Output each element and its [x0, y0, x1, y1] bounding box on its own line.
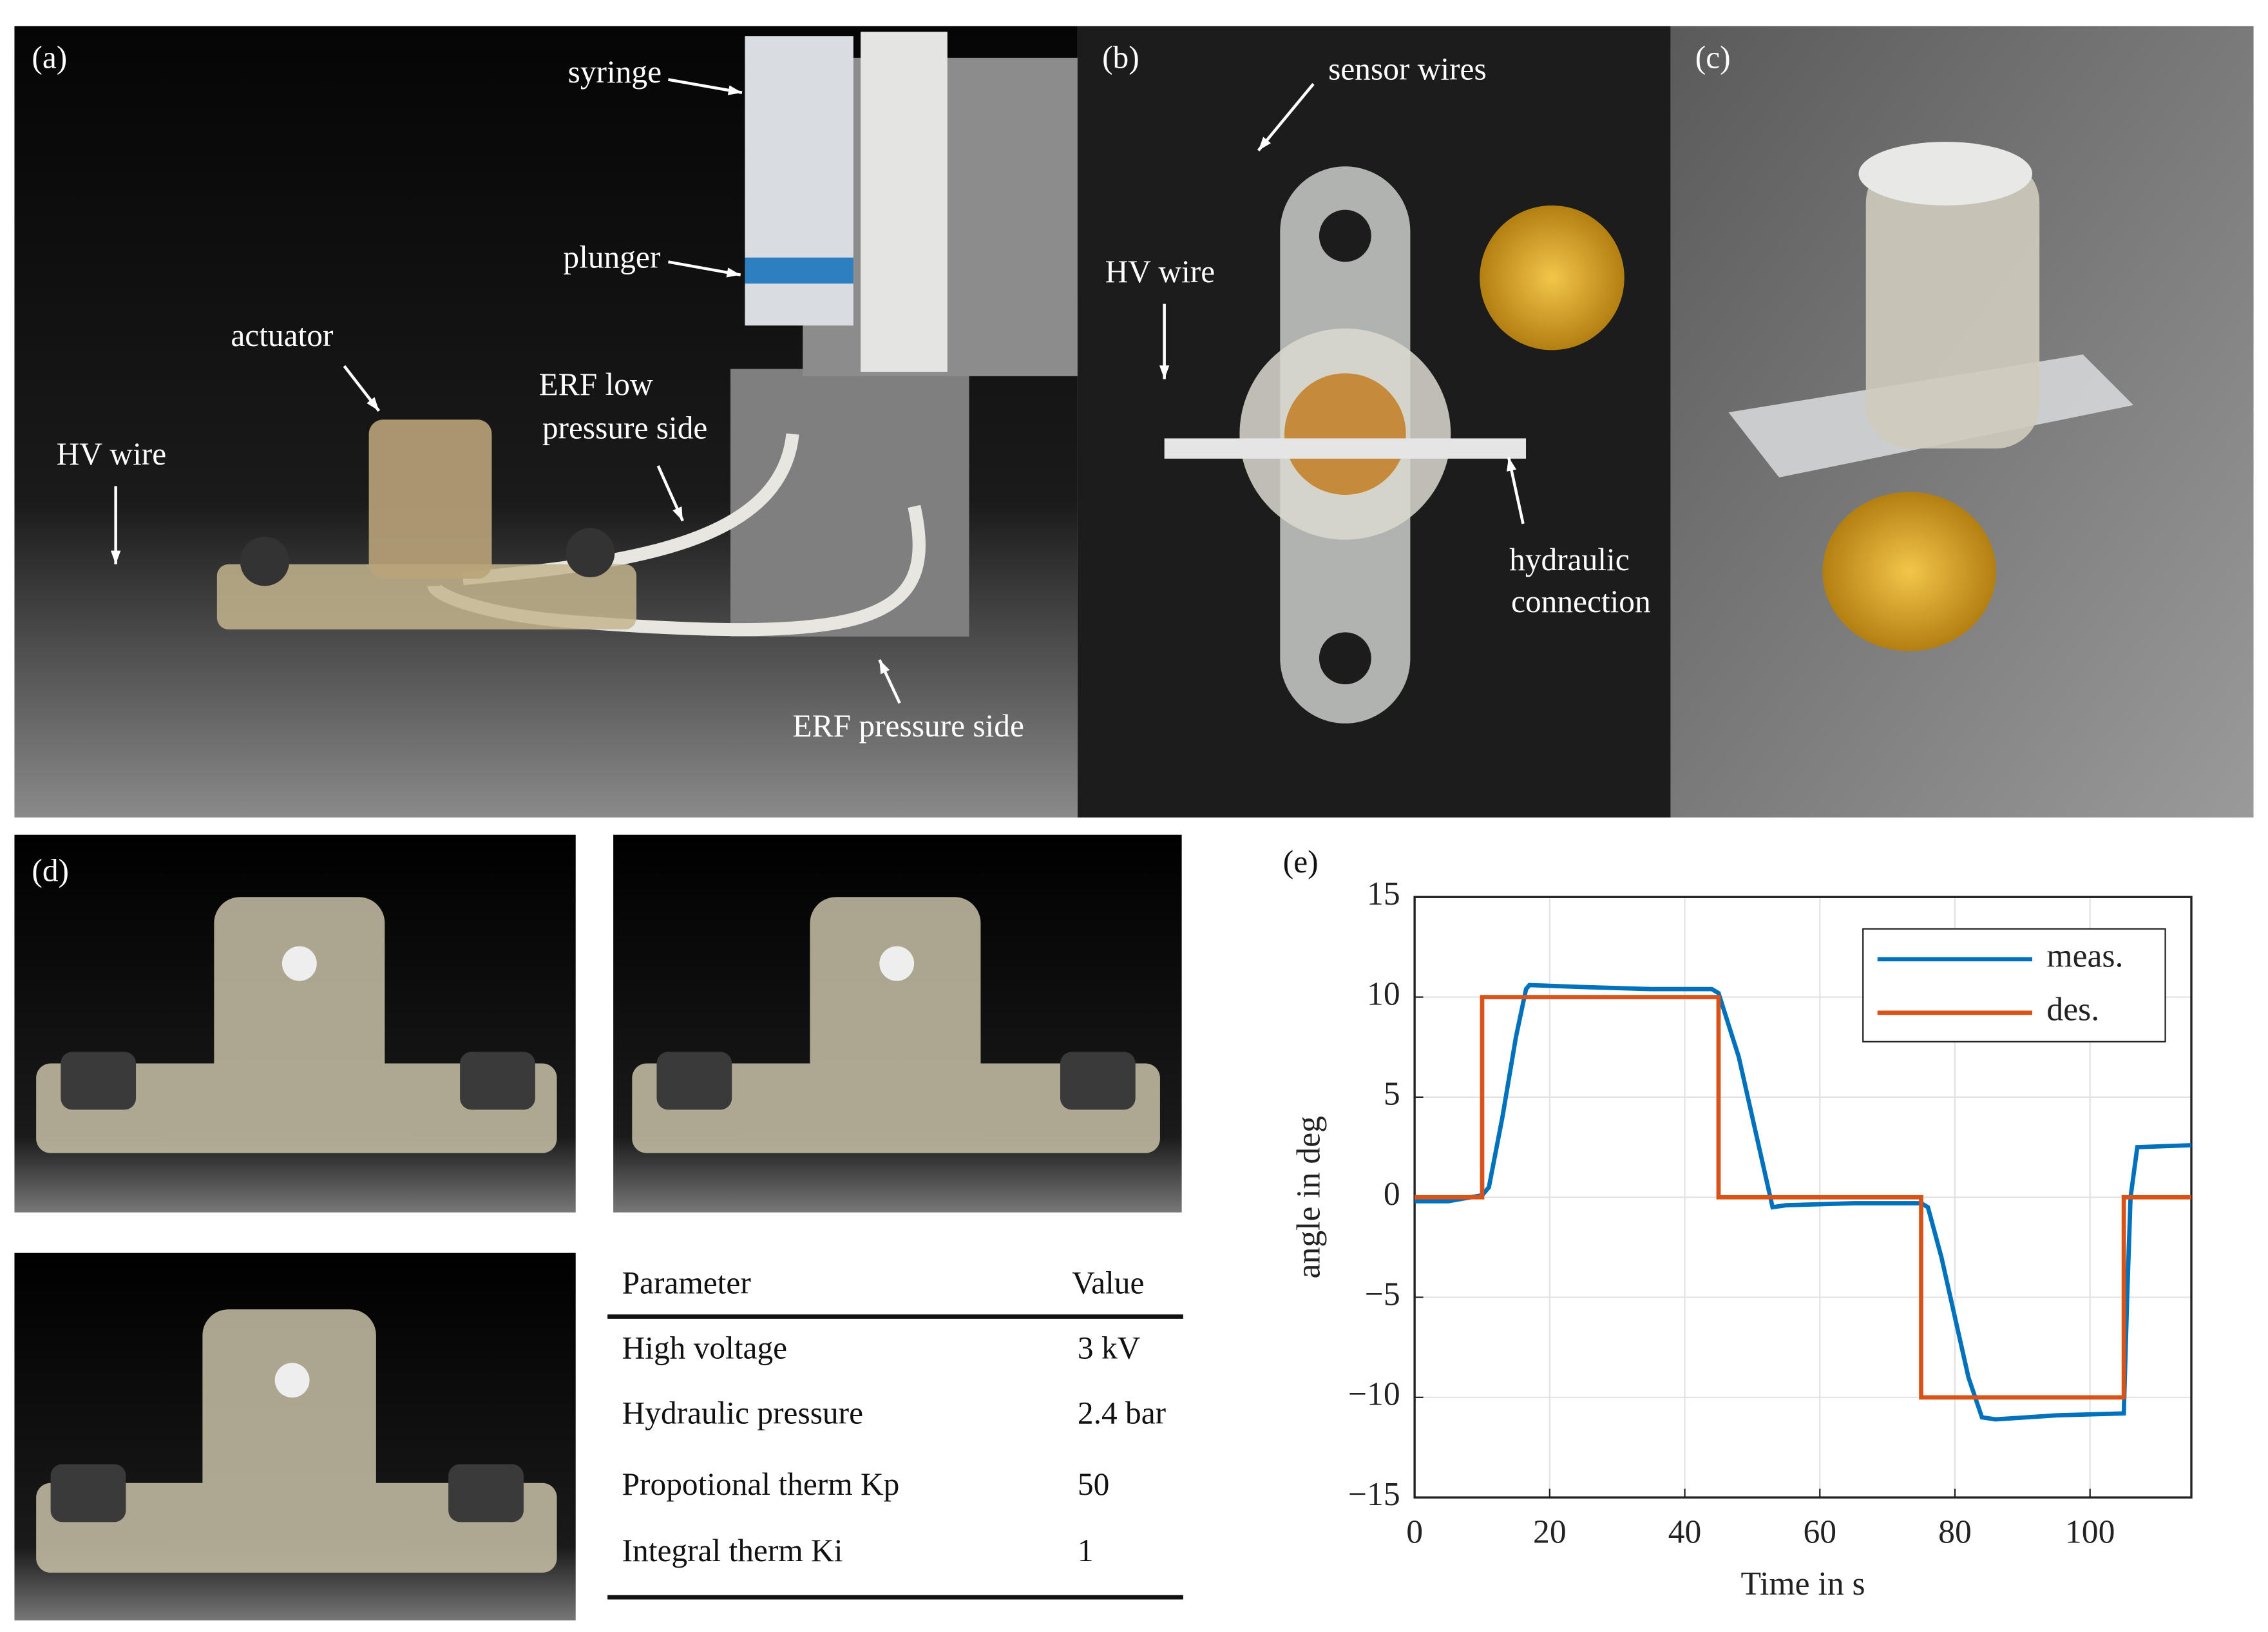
annotation: ERF low [539, 367, 653, 402]
panel-label: (b) [1102, 40, 1139, 75]
panel-label: (d) [32, 853, 69, 888]
arrow [1257, 82, 1315, 151]
annotations: (a) (b) (c) (d) (e) syringe plunger actuator HV … [32, 40, 1730, 888]
panel-label: (c) [1695, 40, 1731, 75]
photo-d [14, 834, 1182, 1621]
table-cell: Propotional therm Kp [622, 1466, 900, 1502]
y-tick-label: 0 [1384, 1176, 1400, 1213]
table-header: Value [1072, 1265, 1144, 1301]
chart: 0 20 40 60 80 100 −15 −10 −5 0 5 10 15 Time in s angle… [1291, 876, 2193, 1602]
panel-label: (a) [32, 40, 67, 75]
table-cell: Integral therm Ki [622, 1533, 843, 1568]
x-tick-label: 60 [1803, 1513, 1836, 1550]
table-cell: 50 [1078, 1466, 1109, 1502]
panel-label: (e) [1283, 844, 1319, 879]
table-cell: 3 kV [1078, 1330, 1141, 1366]
y-tick-label: −10 [1348, 1376, 1400, 1413]
table-cell: Hydraulic pressure [622, 1396, 863, 1431]
arrow-head [727, 85, 742, 95]
data-line [1415, 983, 2192, 1422]
annotation: syringe [568, 54, 662, 90]
photo-b [1077, 26, 1671, 818]
arrow-head [726, 267, 741, 278]
table-header: Parameter [622, 1265, 752, 1301]
x-tick-label: 0 [1406, 1513, 1423, 1550]
annotation: ERF pressure side [792, 708, 1024, 744]
y-tick-label: 15 [1367, 876, 1400, 912]
annotation: plunger [563, 240, 660, 275]
x-tick-label: 100 [2065, 1513, 2115, 1550]
y-tick-label: −15 [1348, 1476, 1400, 1513]
legend-box [1862, 928, 2166, 1042]
arrow-head [879, 659, 890, 675]
annotation: sensor wires [1328, 52, 1487, 87]
x-tick-label: 20 [1533, 1513, 1567, 1550]
arrow-head [672, 506, 683, 521]
arrow-head [367, 397, 379, 411]
y-axis-label: angle in deg [1291, 1116, 1328, 1278]
photo-a [14, 26, 1078, 818]
x-tick-label: 40 [1668, 1513, 1702, 1550]
parameter-table: Parameter Value High voltage 3 kV Hydraulic … [607, 1265, 1183, 1600]
legend-label: des. [2046, 992, 2099, 1028]
y-tick-label: 10 [1367, 975, 1400, 1012]
annotation: HV wire [57, 436, 167, 472]
annotation: actuator [231, 318, 334, 353]
y-tick-label: −5 [1365, 1276, 1400, 1312]
photo-c [1670, 26, 2254, 818]
y-tick-label: 5 [1384, 1076, 1400, 1113]
x-tick-label: 80 [1938, 1513, 1972, 1550]
legend-label: meas. [2046, 938, 2123, 975]
x-axis-label: Time in s [1740, 1566, 1865, 1602]
annotation: HV wire [1105, 254, 1215, 289]
arrow-head [1159, 365, 1170, 379]
data-line [1415, 995, 2191, 1400]
annotation: hydraulic [1509, 542, 1630, 577]
table-cell: High voltage [622, 1330, 788, 1366]
arrow-head [1258, 137, 1271, 151]
annotation: pressure side [542, 410, 707, 446]
table-cell: 1 [1078, 1533, 1094, 1568]
arrow-head [110, 550, 121, 564]
table-cell: 2.4 bar [1078, 1396, 1167, 1431]
arrow-head [1507, 457, 1517, 472]
annotation: connection [1511, 584, 1651, 619]
